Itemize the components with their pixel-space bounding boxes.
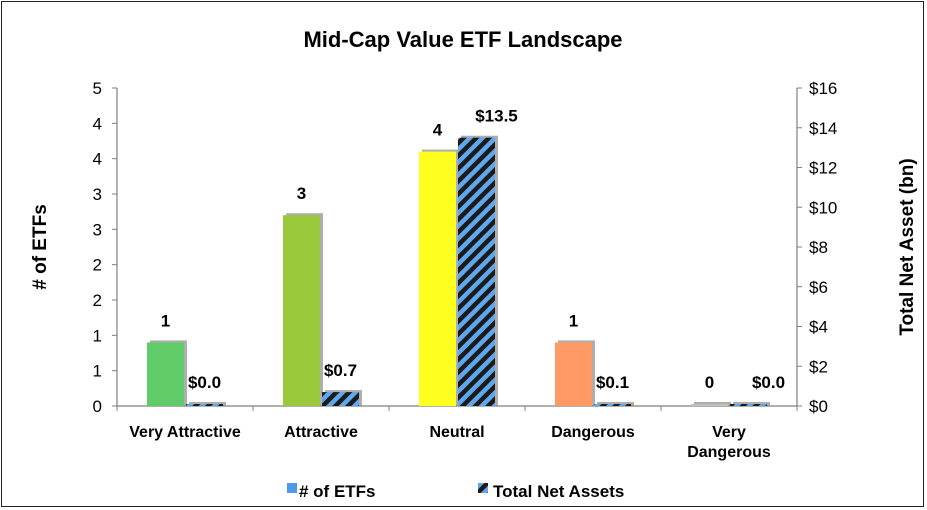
y-tick-label: 5 [93, 79, 102, 98]
data-label-etfs: 1 [161, 311, 170, 330]
y-tick-label: 3 [93, 185, 102, 204]
data-label-etfs: 0 [705, 373, 714, 392]
y-tick-label: 4 [93, 114, 102, 133]
y-tick-label: 3 [93, 220, 102, 239]
y2-tick-label: $0 [809, 397, 828, 416]
data-label-tna: $0.1 [596, 373, 629, 392]
legend-swatch-tna [478, 483, 488, 493]
legend-swatch-etfs [287, 483, 297, 493]
chart-title: Mid-Cap Value ETF Landscape [303, 27, 622, 52]
y-tick-label: 1 [93, 362, 102, 381]
bar-etfs [283, 215, 320, 406]
y-tick-label: 2 [93, 256, 102, 275]
plot-area: 0 1 1 2 2 3 3 4 4 5 $0 $2 $4 $6 $8 $10 $12 $14 $16 Very Att… [93, 79, 838, 461]
bar-tna [186, 404, 223, 406]
legend-label-tna: Total Net Assets [493, 482, 624, 501]
x-tick-label: Attractive [284, 424, 358, 441]
data-label-etfs: 1 [569, 311, 578, 330]
bar-etfs [691, 404, 728, 406]
y2-tick-label: $16 [809, 79, 837, 98]
x-tick-label: Very [712, 424, 746, 441]
y2-tick-label: $2 [809, 357, 828, 376]
legend-label-etfs: # of ETFs [299, 482, 376, 501]
bar-tna [730, 404, 767, 406]
y-axis-title: # of ETFs [30, 204, 51, 290]
data-label-tna: $0.7 [324, 361, 357, 380]
y2-tick-label: $12 [809, 159, 837, 178]
data-label-tna: $0.0 [752, 373, 785, 392]
bar-etfs [147, 342, 184, 406]
y2-tick-label: $10 [809, 198, 837, 217]
data-label-etfs: 4 [433, 121, 443, 140]
bar-etfs [419, 151, 456, 406]
bar-tna [594, 404, 631, 406]
data-label-tna: $13.5 [475, 107, 518, 126]
y-tick-label: 1 [93, 326, 102, 345]
y2-axis-title: Total Net Asset (bn) [897, 158, 918, 335]
data-label-tna: $0.0 [188, 373, 221, 392]
y-tick-label: 0 [93, 397, 102, 416]
legend: # of ETFs Total Net Assets [287, 482, 624, 501]
y-tick-label: 4 [93, 150, 102, 169]
x-tick-label: Dangerous [687, 444, 771, 461]
y2-tick-label: $6 [809, 278, 828, 297]
y2-tick-label: $8 [809, 238, 828, 257]
x-tick-label: Dangerous [551, 424, 635, 441]
y2-tick-label: $4 [809, 318, 828, 337]
y2-tick-label: $14 [809, 119, 837, 138]
bar-tna [458, 137, 495, 406]
data-label-etfs: 3 [297, 184, 306, 203]
x-tick-label: Very Attractive [129, 424, 241, 441]
bar-tna [322, 392, 359, 406]
bar-etfs [555, 342, 592, 406]
y-tick-label: 2 [93, 291, 102, 310]
x-tick-label: Neutral [429, 424, 484, 441]
